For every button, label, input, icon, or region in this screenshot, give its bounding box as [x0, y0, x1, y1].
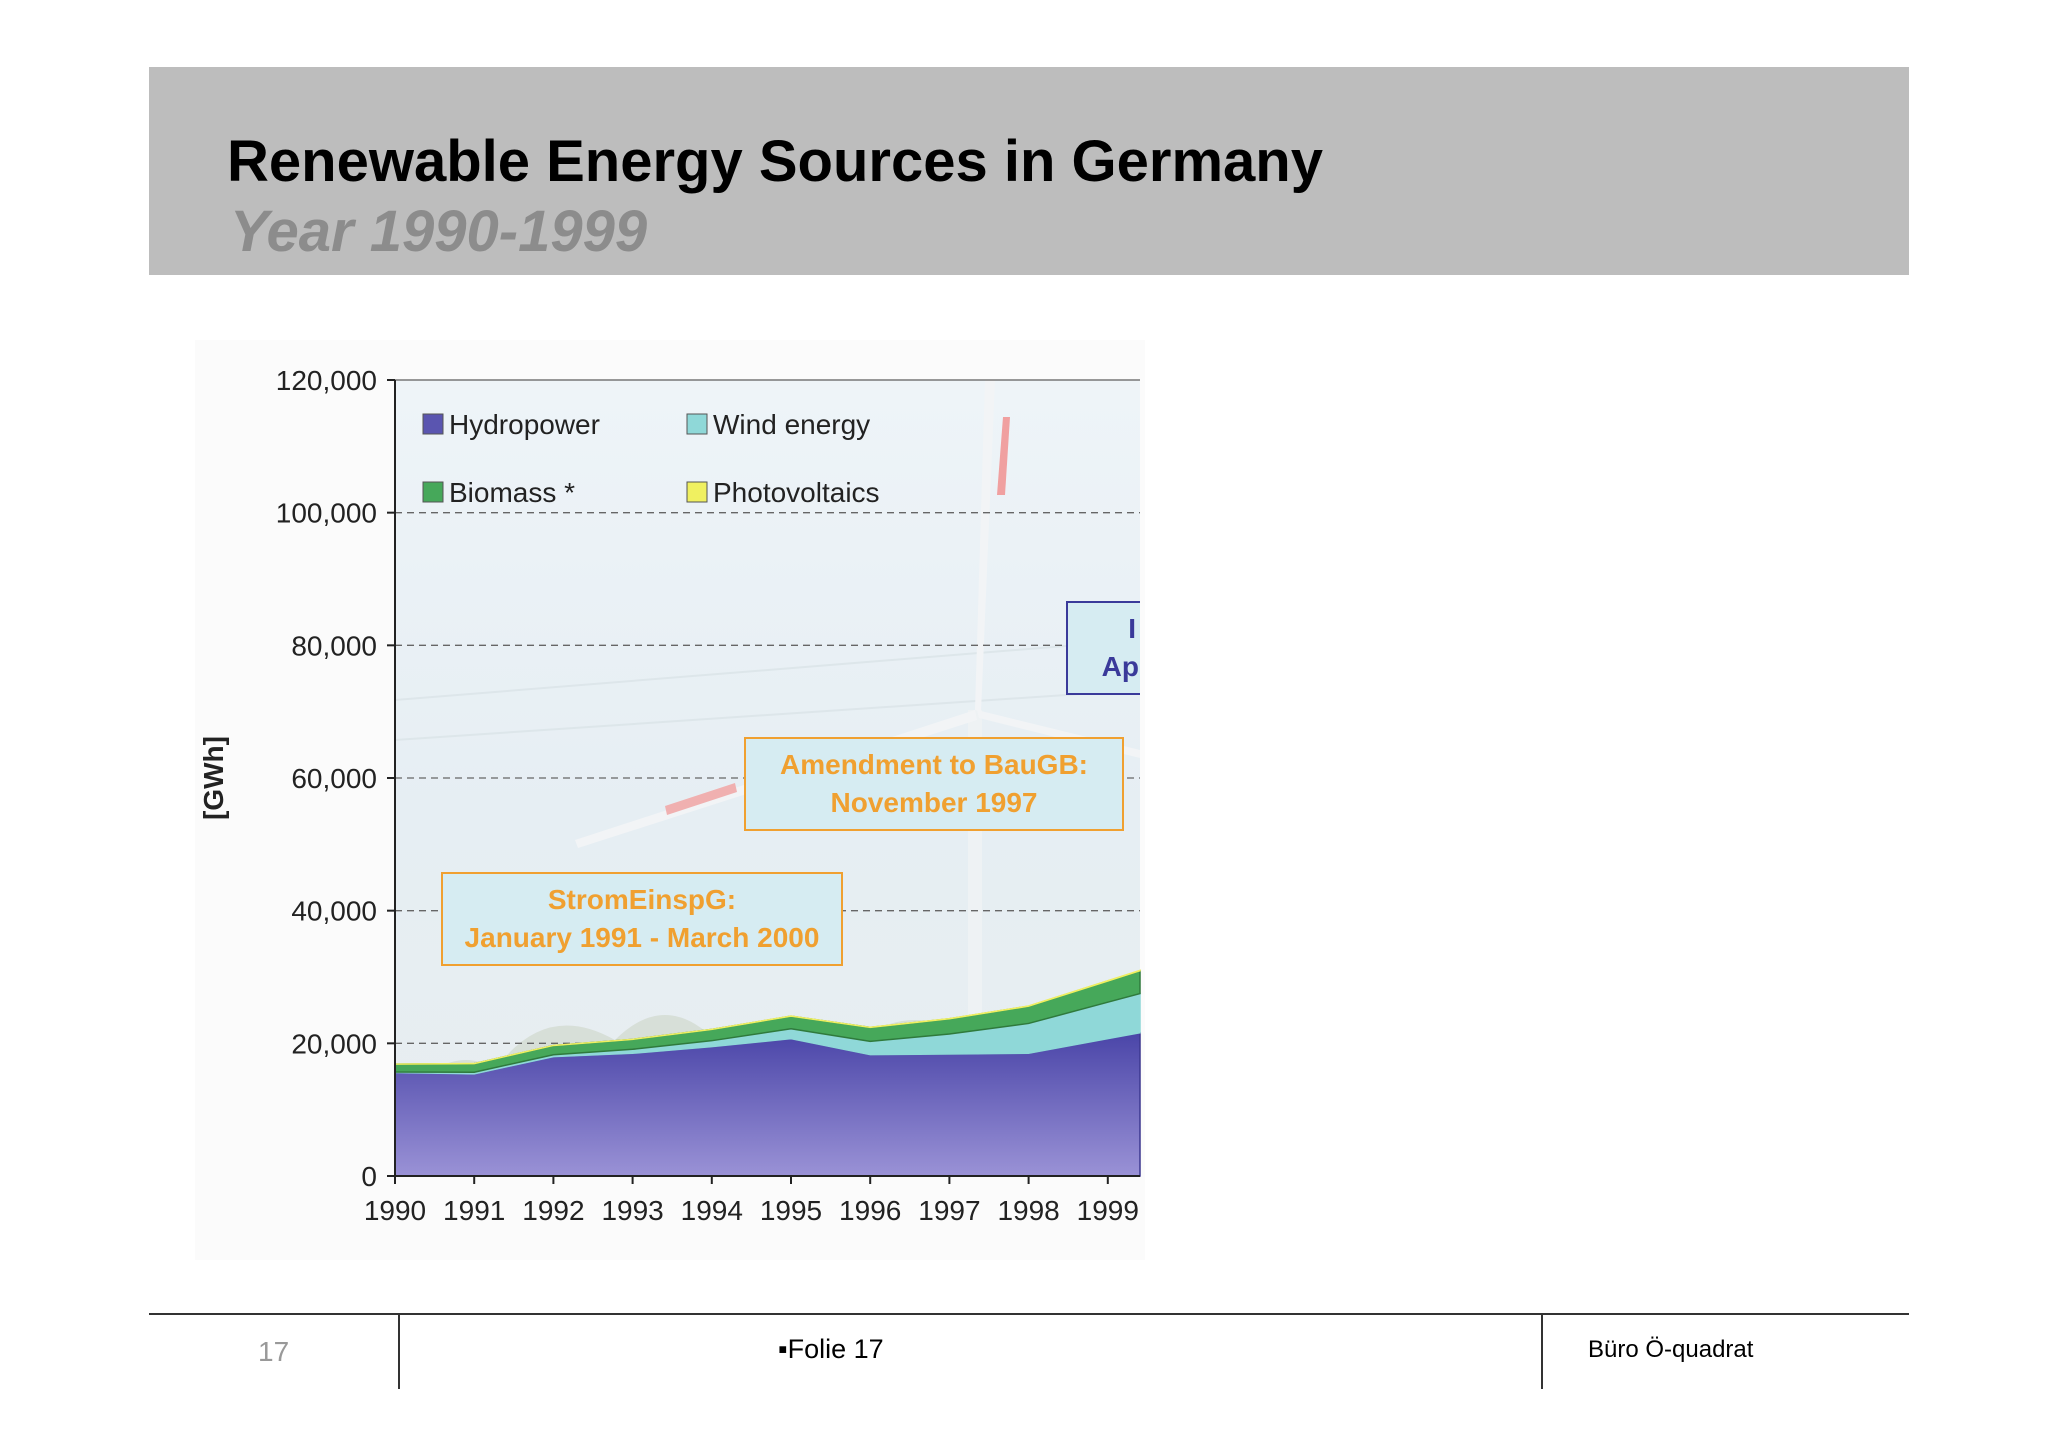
footer-divider — [398, 1313, 400, 1389]
legend-swatch — [422, 481, 444, 503]
title-band — [149, 67, 1909, 275]
legend-swatch — [686, 413, 708, 435]
annotation-box: Amendment to BauGB: November 1997 — [744, 737, 1124, 831]
y-tick-label: 120,000 — [276, 365, 377, 396]
y-tick-label: 80,000 — [291, 630, 377, 661]
x-tick-label: 1991 — [443, 1195, 505, 1226]
annotation-text: Amendment to BauGB: — [780, 749, 1088, 780]
legend-swatch — [422, 413, 444, 435]
y-tick-label: 60,000 — [291, 763, 377, 794]
annotation-text: November 1997 — [830, 787, 1037, 818]
chart-legend: Hydropower Wind energy Biomass * Photovolta… — [422, 409, 880, 508]
slide-subtitle: Year 1990-1999 — [230, 199, 648, 264]
annotation-text: Ap — [1102, 651, 1139, 682]
footer-rule — [149, 1313, 1909, 1315]
footer-slide-label: ▪Folie 17 — [778, 1334, 884, 1364]
footer-author: Büro Ö-quadrat — [1588, 1336, 1754, 1363]
x-tick-label: 1992 — [522, 1195, 584, 1226]
x-tick-label: 1995 — [760, 1195, 822, 1226]
annotation-text: I — [1128, 613, 1136, 644]
y-tick-label: 40,000 — [291, 896, 377, 927]
y-tick-label: 20,000 — [291, 1028, 377, 1059]
chart-container: 0 20,000 40,000 60,000 80,000 100,000 120,000 … — [195, 340, 1145, 1260]
x-tick-label: 1994 — [681, 1195, 743, 1226]
annotation-frame — [1066, 601, 1140, 695]
x-tick-label: 1999 — [1077, 1195, 1139, 1226]
y-tick-label: 100,000 — [276, 498, 377, 529]
slide-title: Renewable Energy Sources in Germany — [227, 129, 1323, 194]
x-tick-label: 1990 — [364, 1195, 426, 1226]
annotation-frame — [441, 872, 843, 966]
annotation-box: I Ap — [1066, 601, 1140, 695]
y-axis: 0 20,000 40,000 60,000 80,000 100,000 120,000 — [276, 365, 396, 1192]
annotation-frame — [744, 737, 1124, 831]
legend-label: Hydropower — [449, 409, 600, 440]
chart-areas — [394, 969, 1141, 1177]
x-tick-label: 1998 — [997, 1195, 1059, 1226]
x-axis: 1990 1991 1992 1993 1994 1995 1996 1997 1998 1999 — [364, 1175, 1140, 1226]
x-tick-label: 1996 — [839, 1195, 901, 1226]
y-tick-label: 0 — [361, 1161, 377, 1192]
footer-page-number: 17 — [258, 1336, 290, 1367]
footer-divider — [1541, 1313, 1543, 1389]
legend-label: Wind energy — [713, 409, 870, 440]
area-photovoltaics — [394, 969, 1141, 1065]
area-chart: 020,00040,00060,00080,000100,000120,000 … — [195, 340, 1145, 1260]
x-tick-label: 1997 — [918, 1195, 980, 1226]
chart-annotations: StromEinspG: January 1991 - March 2000 Ame… — [441, 601, 1140, 966]
legend-swatch — [686, 481, 708, 503]
annotation-text: StromEinspG: — [548, 884, 736, 915]
annotation-box: StromEinspG: January 1991 - March 2000 — [441, 872, 843, 966]
legend-label: Biomass * — [449, 477, 575, 508]
x-tick-label: 1993 — [601, 1195, 663, 1226]
y-axis-label: [GWh] — [198, 736, 229, 820]
annotation-text: January 1991 - March 2000 — [465, 922, 820, 953]
legend-label: Photovoltaics — [713, 477, 880, 508]
